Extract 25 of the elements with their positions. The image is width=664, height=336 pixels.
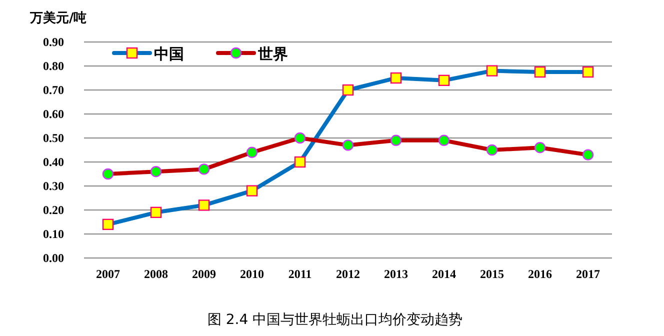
x-tick-label: 2009: [192, 267, 216, 281]
x-tick-label: 2012: [336, 267, 360, 281]
x-tick-label: 2013: [384, 267, 408, 281]
y-tick-label: 0.40: [43, 155, 64, 169]
y-tick-label: 0.20: [43, 203, 64, 217]
y-tick-label: 0.00: [43, 251, 64, 265]
y-tick-label: 0.10: [43, 227, 64, 241]
x-tick-label: 2010: [240, 267, 264, 281]
y-tick-label: 0.60: [43, 107, 64, 121]
y-tick-label: 0.80: [43, 59, 64, 73]
x-tick-label: 2007: [96, 267, 120, 281]
x-tick-label: 2008: [144, 267, 168, 281]
x-tick-label: 2011: [288, 267, 312, 281]
x-tick-label: 2014: [432, 267, 456, 281]
y-axis-title: 万美元/吨: [29, 10, 87, 26]
y-tick-label: 0.90: [43, 35, 64, 49]
legend-label: 世界: [257, 45, 288, 63]
legend-label: 中国: [154, 45, 184, 63]
text: 图 2.4 中国与世界牡蛎出口均价变动趋势: [207, 312, 463, 328]
y-tick-label: 0.70: [43, 83, 64, 97]
x-tick-label: 2017: [576, 267, 600, 281]
y-tick-label: 0.50: [43, 131, 64, 145]
x-tick-label: 2016: [528, 267, 552, 281]
x-tick-label: 2015: [480, 267, 504, 281]
y-tick-label: 0.30: [43, 179, 64, 193]
